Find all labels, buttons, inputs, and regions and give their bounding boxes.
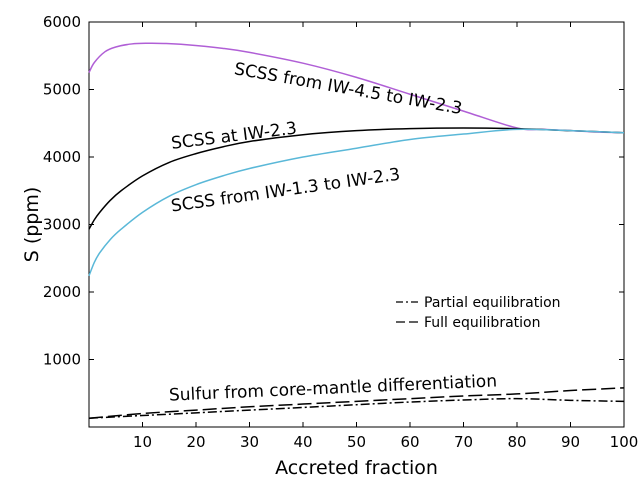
series-line-scss_iw13 — [88, 128, 625, 277]
series-line-full — [88, 387, 625, 419]
series-line-partial — [88, 397, 625, 419]
x-tick-label: 40 — [293, 433, 312, 451]
series-line-scss_iw23 — [88, 127, 625, 230]
series-layer — [88, 42, 625, 419]
curve-label-scss_iw45: SCSS from IW-4.5 to IW-2.3 — [233, 59, 464, 119]
curve-label-scss_iw23: SCSS at IW-2.3 — [170, 119, 298, 154]
y-tick-label: 6000 — [43, 13, 81, 31]
x-axis-ticks: 10 20 30 40 50 60 70 80 90 100 — [133, 22, 638, 451]
x-tick-label: 30 — [240, 433, 259, 451]
x-tick-label: 60 — [400, 433, 419, 451]
curve-label-scss_iw13: SCSS from IW-1.3 to IW-2.3 — [170, 165, 402, 217]
x-tick-label: 10 — [133, 433, 152, 451]
legend: Partial equilibration Full equilibration — [396, 295, 561, 331]
y-axis-ticks: 1000 2000 3000 4000 5000 6000 — [43, 13, 624, 369]
y-tick-label: 3000 — [43, 216, 81, 234]
x-tick-label: 70 — [454, 433, 473, 451]
x-tick-label: 100 — [610, 433, 638, 451]
y-axis-title: S (ppm) — [21, 187, 43, 263]
y-tick-label: 2000 — [43, 283, 81, 301]
x-axis-title: Accreted fraction — [275, 457, 438, 479]
x-tick-label: 90 — [561, 433, 580, 451]
x-tick-label: 20 — [186, 433, 205, 451]
x-tick-label: 80 — [507, 433, 526, 451]
x-tick-label: 50 — [347, 433, 366, 451]
y-tick-label: 1000 — [43, 351, 81, 369]
y-tick-label: 5000 — [43, 81, 81, 99]
legend-label-full: Full equilibration — [424, 315, 540, 331]
y-tick-label: 4000 — [43, 148, 81, 166]
legend-label-partial: Partial equilibration — [424, 295, 561, 311]
